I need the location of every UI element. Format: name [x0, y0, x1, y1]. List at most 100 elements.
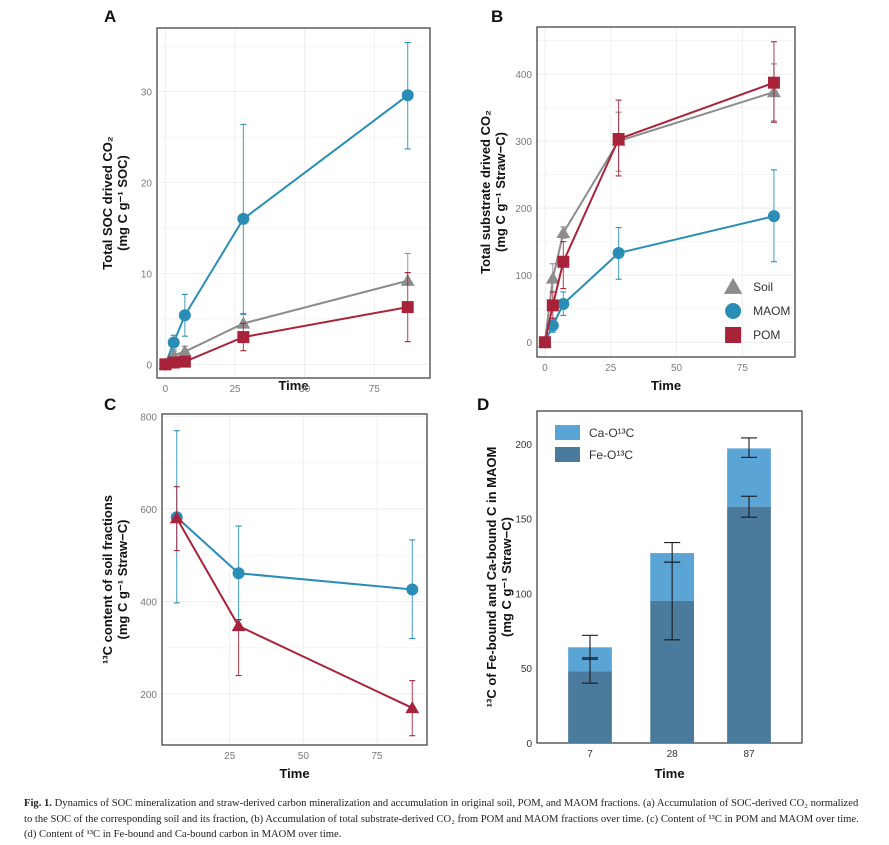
- panel-label: D: [477, 395, 489, 414]
- data-point: [612, 247, 625, 260]
- series-pom: [159, 271, 414, 371]
- legend: Ca-O¹³C Fe-O¹³C: [555, 425, 635, 462]
- y-tick-label: 20: [141, 179, 153, 190]
- y-axis-label-line2: (mg C g⁻¹ Straw−C): [499, 517, 514, 637]
- x-tick-label: 25: [229, 384, 241, 395]
- data-point: [401, 301, 414, 314]
- x-tick-label: 75: [369, 384, 381, 395]
- y-axis-label-line2: (mg C g⁻¹ Straw−C): [115, 520, 130, 640]
- figure-caption: Fig. 1. Dynamics of SOC mineralization a…: [24, 796, 869, 843]
- data-point: [237, 212, 250, 225]
- data-point: [556, 226, 571, 239]
- series-maom: [538, 169, 780, 349]
- x-tick-label: 50: [298, 751, 310, 762]
- x-axis-label: Time: [279, 766, 309, 781]
- legend-label-soil: Soil: [753, 280, 773, 294]
- y-tick-label: 200: [140, 690, 157, 701]
- series-line: [543, 215, 775, 343]
- y-tick-label: 0: [526, 338, 532, 349]
- bar-fe: [727, 506, 771, 743]
- data-point: [767, 210, 780, 223]
- legend-key-maom: [725, 303, 742, 319]
- data-point: [236, 316, 251, 329]
- y-tick-label: 600: [140, 505, 157, 516]
- plot-frame: [536, 26, 796, 358]
- series-soil: [158, 252, 415, 370]
- legend-key-fe: [555, 447, 580, 462]
- data-point: [406, 583, 419, 596]
- data-point: [612, 133, 625, 146]
- x-axis-label: Time: [654, 766, 684, 781]
- panel-label: C: [104, 395, 116, 414]
- y-tick-label: 0: [526, 739, 532, 750]
- panel-d: D ¹³C of Fe-bound and Ca-bound C in MAOM(…: [477, 395, 803, 781]
- legend-key-ca: [555, 425, 580, 440]
- data-point: [177, 344, 192, 357]
- series-line: [165, 306, 408, 366]
- panel-c: C ¹³C content of soil fractions(mg C g⁻¹ …: [100, 395, 428, 781]
- x-tick-label: 25: [605, 363, 617, 374]
- data-point: [178, 309, 191, 322]
- y-tick-label: 400: [140, 597, 157, 608]
- x-tick-label: 25: [224, 751, 236, 762]
- series-pom: [538, 41, 780, 349]
- y-tick-label: 10: [141, 269, 153, 280]
- x-tick-label: 50: [299, 384, 311, 395]
- data-point: [401, 89, 414, 102]
- data-point: [405, 701, 420, 714]
- series-soil: [537, 63, 781, 348]
- data-point: [237, 331, 250, 344]
- panel-label: A: [104, 7, 116, 26]
- y-tick-label: 150: [515, 515, 532, 526]
- legend-label-pom: POM: [753, 328, 780, 342]
- data-point: [231, 619, 246, 632]
- x-axis-label: Time: [278, 378, 308, 393]
- data-point: [178, 355, 191, 368]
- plot-frame: [161, 413, 428, 746]
- x-tick-label: 87: [743, 749, 755, 760]
- bar-group: [727, 437, 771, 743]
- y-axis-label: ¹³C of Fe-bound and Ca-bound C in MAOM(m…: [484, 447, 514, 708]
- y-axis-label: ¹³C content of soil fractions(mg C g⁻¹ S…: [100, 495, 130, 664]
- caption-label: Fig. 1.: [24, 798, 52, 809]
- x-axis-label: Time: [651, 378, 681, 393]
- y-tick-label: 300: [515, 137, 532, 148]
- data-point: [546, 299, 559, 312]
- x-tick-label: 0: [163, 384, 169, 395]
- y-tick-label: 0: [146, 360, 152, 371]
- data-point: [167, 356, 180, 369]
- y-axis-label-line2: (mg C g⁻¹ Straw−C): [493, 132, 508, 252]
- series-pom: [169, 486, 420, 737]
- x-tick-label: 7: [587, 749, 593, 760]
- y-axis-label-line1: Total SOC drived CO₂: [100, 136, 115, 270]
- y-axis-label-line1: Total substrate drived CO₂: [478, 110, 493, 274]
- y-tick-label: 30: [141, 88, 153, 99]
- legend-label-fe: Fe-O¹³C: [589, 448, 633, 462]
- y-axis-label: Total SOC drived CO₂(mg C g⁻¹ SOC): [100, 136, 130, 270]
- data-point: [557, 298, 570, 311]
- x-tick-label: 75: [371, 751, 383, 762]
- y-tick-label: 200: [515, 440, 532, 451]
- bar-group: [568, 634, 612, 743]
- data-point: [538, 336, 551, 349]
- y-tick-label: 200: [515, 204, 532, 215]
- legend: Soil MAOM POM: [723, 277, 790, 343]
- series-maom: [159, 41, 414, 371]
- plot-frame: [156, 27, 431, 379]
- x-tick-label: 75: [737, 363, 749, 374]
- data-point: [169, 511, 184, 524]
- y-axis-label-line1: ¹³C content of soil fractions: [100, 495, 115, 664]
- y-tick-label: 400: [515, 70, 532, 81]
- y-tick-label: 50: [521, 664, 533, 675]
- x-tick-label: 50: [671, 363, 683, 374]
- series-maom: [170, 430, 419, 640]
- data-point: [232, 567, 245, 580]
- series-line: [164, 94, 409, 365]
- panel-label: B: [491, 7, 503, 26]
- y-tick-label: 100: [515, 271, 532, 282]
- data-point: [545, 271, 560, 284]
- y-tick-label: 100: [515, 589, 532, 600]
- legend-label-ca: Ca-O¹³C: [589, 426, 635, 440]
- caption-text: Dynamics of SOC mineralization and straw…: [24, 798, 859, 840]
- series-line: [164, 279, 408, 366]
